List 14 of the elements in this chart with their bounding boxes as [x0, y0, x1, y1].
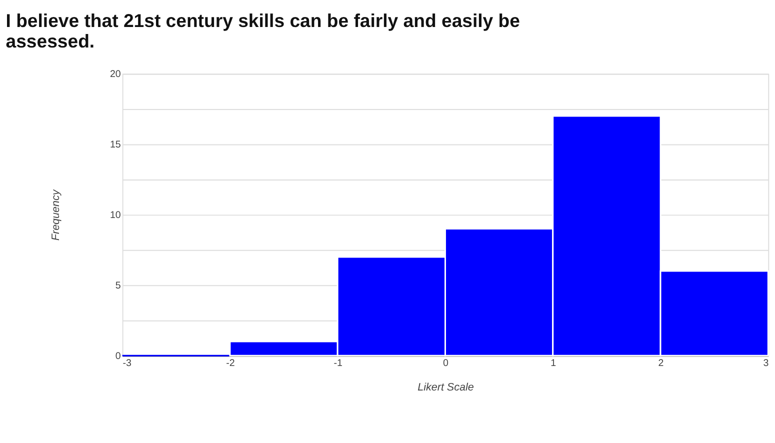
x-tick-label: -1	[334, 358, 342, 369]
x-tick-label: -2	[226, 358, 235, 369]
x-tick-label: 1	[550, 358, 556, 369]
y-tick-label: 20	[110, 69, 122, 80]
y-tick-label: 5	[115, 280, 122, 292]
y-tick-label: 15	[110, 140, 122, 151]
x-tick-label: 3	[763, 358, 769, 369]
x-axis-title: Likert Scale	[418, 381, 474, 394]
x-tick-label: 0	[443, 358, 450, 369]
x-tick-label: 2	[658, 358, 664, 369]
y-tick-label: 10	[110, 210, 122, 222]
chart-title: I believe that 21st century skills can be fairly and easily be assessed.	[6, 10, 520, 52]
x-tick-label: -3	[122, 358, 132, 369]
y-axis-title: Frequency	[50, 189, 62, 241]
